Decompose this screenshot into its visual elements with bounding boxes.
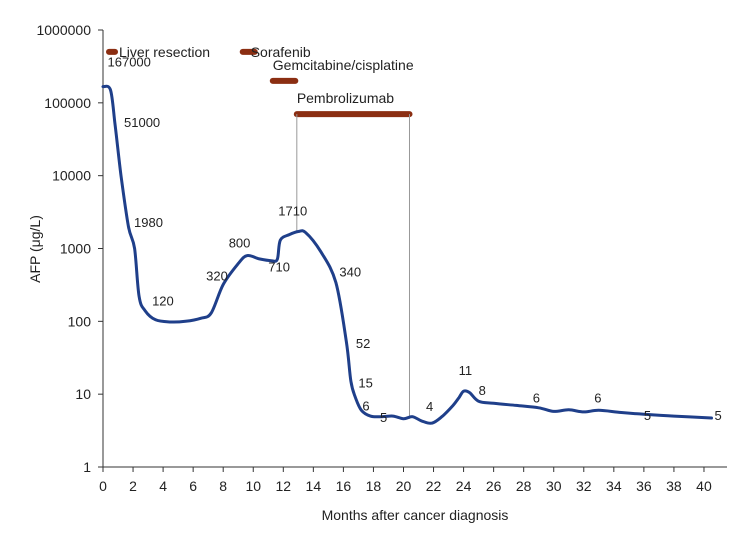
data-label: 167000 xyxy=(108,55,151,70)
x-tick-label: 10 xyxy=(245,478,261,494)
x-tick-label: 4 xyxy=(159,478,167,494)
data-label: 320 xyxy=(206,269,228,284)
data-label: 5 xyxy=(644,408,651,423)
data-label: 52 xyxy=(356,336,370,351)
x-axis-title: Months after cancer diagnosis xyxy=(322,507,509,523)
x-tick-label: 32 xyxy=(576,478,592,494)
x-ticks: 0 2 4 6 8 10 12 14 16 18 20 22 24 26 28 30 32 34 36 38 40 xyxy=(99,467,712,494)
x-tick-label: 16 xyxy=(336,478,352,494)
data-label: 120 xyxy=(152,294,174,309)
x-tick-label: 0 xyxy=(99,478,107,494)
data-label: 1980 xyxy=(134,215,163,230)
data-label: 340 xyxy=(339,265,361,280)
treatment-bars: Liver resection SorafenibGemcitabine/cisp… xyxy=(106,44,414,419)
y-ticks: 1 10 100 1000 10000 100000 1000000 xyxy=(36,22,103,475)
data-label: 6 xyxy=(533,390,540,405)
x-tick-label: 36 xyxy=(636,478,652,494)
data-label: 5 xyxy=(714,408,721,423)
x-tick-label: 26 xyxy=(486,478,502,494)
data-label: 8 xyxy=(479,383,486,398)
data-label: 5 xyxy=(380,410,387,425)
x-tick-label: 38 xyxy=(666,478,682,494)
data-label: 15 xyxy=(358,375,372,390)
treatment-label: Liver resection xyxy=(119,44,210,60)
x-tick-label: 8 xyxy=(219,478,227,494)
x-tick-label: 34 xyxy=(606,478,622,494)
x-tick-label: 14 xyxy=(306,478,322,494)
afp-series-line xyxy=(101,84,713,425)
data-label: 1710 xyxy=(278,204,307,219)
treatment-label: Gemcitabine/cisplatine xyxy=(273,57,414,73)
data-label: 4 xyxy=(426,399,433,414)
x-tick-label: 22 xyxy=(426,478,442,494)
data-label: 6 xyxy=(594,390,601,405)
data-label: 800 xyxy=(229,236,251,251)
x-tick-label: 18 xyxy=(366,478,382,494)
y-axis-title: AFP (μg/L) xyxy=(27,215,43,283)
x-tick-label: 24 xyxy=(456,478,472,494)
x-tick-label: 6 xyxy=(189,478,197,494)
x-tick-label: 30 xyxy=(546,478,562,494)
x-tick-label: 20 xyxy=(396,478,412,494)
data-label: 6 xyxy=(362,398,369,413)
y-tick-label: 100000 xyxy=(44,95,91,111)
y-tick-label: 1000000 xyxy=(36,22,91,38)
treatment-label: Pembrolizumab xyxy=(297,90,394,106)
data-label: 11 xyxy=(459,363,473,378)
x-tick-label: 2 xyxy=(129,478,137,494)
treatment-label: Sorafenib xyxy=(251,44,311,60)
data-labels: 1670005100019801203208007101710340521565… xyxy=(108,55,722,425)
data-label: 51000 xyxy=(124,115,160,130)
y-tick-label: 100 xyxy=(68,313,92,329)
x-tick-label: 12 xyxy=(276,478,292,494)
data-label: 710 xyxy=(268,259,290,274)
y-tick-label: 1 xyxy=(83,459,91,475)
y-tick-label: 1000 xyxy=(60,241,91,257)
x-tick-label: 40 xyxy=(696,478,712,494)
y-tick-label: 10 xyxy=(75,386,91,402)
y-tick-label: 10000 xyxy=(52,168,91,184)
x-tick-label: 28 xyxy=(516,478,532,494)
